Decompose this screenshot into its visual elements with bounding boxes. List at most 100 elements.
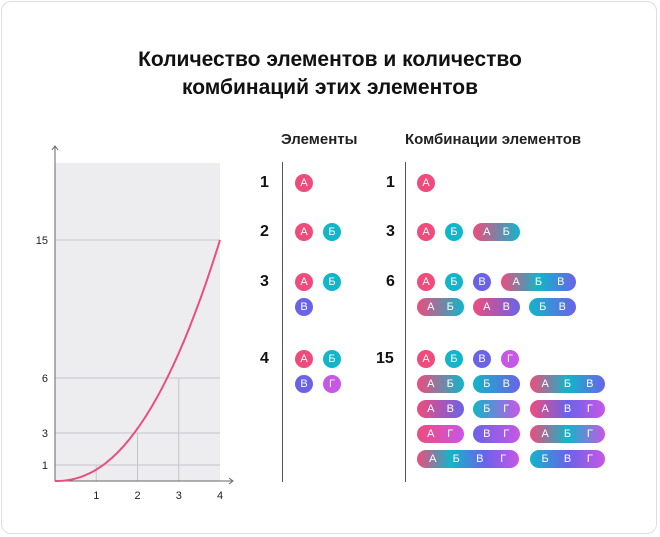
element-letter: А bbox=[422, 353, 430, 365]
page-title: Количество элементов и количество комбин… bbox=[0, 46, 660, 102]
element-letter: А bbox=[422, 276, 430, 288]
element-chip: А bbox=[295, 273, 313, 291]
element-letter: Б bbox=[450, 226, 458, 238]
element-letter: Б bbox=[563, 378, 572, 390]
element-letter: А bbox=[300, 276, 308, 288]
element-count: 3 bbox=[260, 273, 269, 290]
combination-chip: Б bbox=[445, 350, 463, 368]
element-letter: Г bbox=[329, 378, 335, 390]
combination-chip: А Б В bbox=[501, 273, 576, 291]
element-letter: Б bbox=[502, 226, 510, 238]
element-chip: А bbox=[295, 223, 313, 241]
element-count: 2 bbox=[260, 223, 269, 240]
element-letter: А bbox=[427, 403, 435, 415]
element-letter: В bbox=[557, 276, 565, 288]
element-letter: В bbox=[476, 453, 484, 465]
combination-count: 15 bbox=[376, 350, 394, 367]
element-letter: В bbox=[478, 353, 486, 365]
element-letter: А bbox=[512, 276, 520, 288]
y-axis-arrow bbox=[51, 145, 59, 151]
combination-chip: А Б В bbox=[530, 375, 605, 393]
element-letter: А bbox=[429, 453, 437, 465]
element-letter: А bbox=[422, 177, 430, 189]
combination-count: 1 bbox=[386, 174, 395, 191]
element-chip: А bbox=[295, 174, 313, 192]
element-chip: В bbox=[295, 375, 313, 393]
element-count: 1 bbox=[260, 174, 269, 191]
element-letter: В bbox=[563, 403, 572, 415]
element-letter: В bbox=[586, 378, 594, 390]
x-tick-label-2: 2 bbox=[134, 490, 140, 502]
title-line-1: Количество элементов и количество bbox=[138, 48, 522, 71]
element-letter: В bbox=[558, 301, 566, 313]
element-chip: А bbox=[295, 350, 313, 368]
element-letter: Б bbox=[452, 453, 460, 465]
element-letter: В bbox=[446, 403, 454, 415]
element-letter: Б bbox=[539, 301, 547, 313]
element-letter: А bbox=[483, 301, 491, 313]
element-letter: В bbox=[483, 428, 491, 440]
element-letter: Г bbox=[586, 453, 593, 465]
combination-chip: А bbox=[417, 273, 435, 291]
element-letter: В bbox=[478, 276, 486, 288]
element-letter: А bbox=[427, 428, 435, 440]
x-axis-arrow bbox=[228, 477, 234, 485]
combination-chip: А bbox=[417, 223, 435, 241]
element-letter: В bbox=[563, 453, 572, 465]
element-letter: Г bbox=[586, 428, 593, 440]
element-count: 4 bbox=[260, 350, 269, 367]
combination-count: 6 bbox=[386, 273, 395, 290]
element-letter: В bbox=[502, 378, 510, 390]
x-tick-label-3: 3 bbox=[176, 490, 182, 502]
combination-chip: В bbox=[473, 350, 491, 368]
elements-divider bbox=[282, 162, 283, 482]
element-letter: Б bbox=[541, 453, 549, 465]
element-letter: Г bbox=[586, 403, 593, 415]
element-letter: В bbox=[300, 301, 308, 313]
element-letter: Б bbox=[483, 403, 491, 415]
element-letter: Б bbox=[328, 226, 336, 238]
growth-chart: 1 2 3 4 1 3 6 15 bbox=[36, 145, 234, 502]
x-tick-label-4: 4 bbox=[217, 490, 223, 502]
element-letter: А bbox=[300, 226, 308, 238]
growth-curve bbox=[55, 239, 221, 482]
element-chip: Г bbox=[323, 375, 341, 393]
element-chip: Б bbox=[323, 273, 341, 291]
element-letter: А bbox=[541, 378, 549, 390]
element-letter: Б bbox=[534, 276, 543, 288]
element-letter: Б bbox=[563, 428, 572, 440]
y-tick-label-6: 6 bbox=[42, 373, 48, 385]
element-letter: В bbox=[502, 301, 510, 313]
combination-chip: А bbox=[417, 350, 435, 368]
element-letter: А bbox=[483, 226, 491, 238]
element-letter: Б bbox=[450, 276, 458, 288]
combination-count: 3 bbox=[386, 223, 395, 240]
element-letter: Г bbox=[507, 353, 513, 365]
element-letter: Г bbox=[503, 428, 510, 440]
element-letter: Г bbox=[500, 453, 507, 465]
element-letter: Б bbox=[450, 353, 458, 365]
element-letter: А bbox=[300, 177, 308, 189]
combinations-divider bbox=[405, 162, 406, 482]
element-letter: Б bbox=[446, 301, 454, 313]
x-tick-label-1: 1 bbox=[93, 490, 99, 502]
title-line-2: комбинаций этих элементов bbox=[181, 76, 479, 99]
element-letter: А bbox=[422, 226, 430, 238]
combination-chip: Б bbox=[445, 223, 463, 241]
combination-chip: Б bbox=[445, 273, 463, 291]
combination-chip: А Б В Г bbox=[417, 450, 519, 468]
y-tick-label-3: 3 bbox=[42, 428, 48, 440]
element-letter: А bbox=[427, 378, 435, 390]
element-letter: А bbox=[541, 428, 549, 440]
elements-header: Элементы bbox=[281, 131, 358, 148]
